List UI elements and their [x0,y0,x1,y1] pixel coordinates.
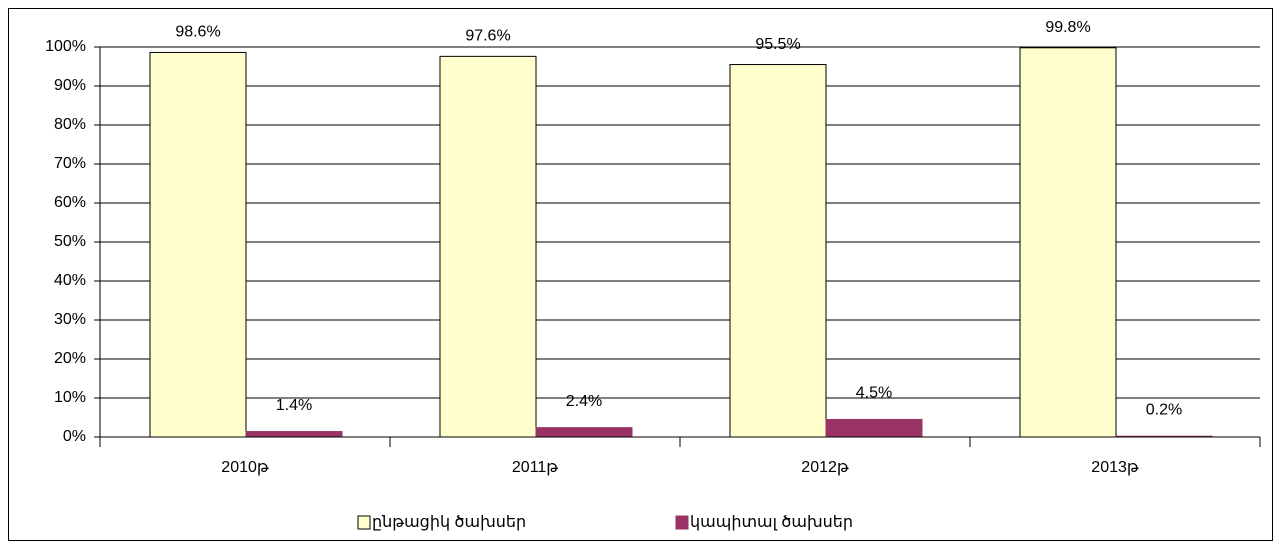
legend-label: ընթացիկ ծախսեր [372,514,526,531]
x-tick-label: 2011թ [512,459,558,476]
y-tick-label: 60% [54,194,86,211]
bar [535,427,633,438]
y-tick-label: 90% [54,77,86,94]
bar [245,431,343,438]
value-label: 99.8% [1045,19,1090,36]
y-tick-label: 40% [54,272,86,289]
x-tick-label: 2012թ [801,459,849,476]
y-tick-label: 80% [54,116,86,133]
x-tick-label: 2010թ [221,459,269,476]
bar [439,55,537,438]
legend-swatch [357,515,371,530]
y-tick-label: 70% [54,155,86,172]
value-label: 98.6% [175,24,220,41]
legend-label: կապիտալ ծախսեր [690,514,853,531]
y-tick-label: 10% [54,389,86,406]
value-label: 0.2% [1146,401,1182,418]
y-tick-label: 100% [45,38,86,55]
value-label: 4.5% [856,385,892,402]
x-tick-label: 2013թ [1091,459,1139,476]
y-tick-label: 30% [54,311,86,328]
bar [825,418,923,438]
value-label: 2.4% [566,393,602,410]
value-label: 97.6% [465,28,510,45]
y-tick-label: 20% [54,350,86,367]
y-tick-label: 0% [63,428,86,445]
y-tick-label: 50% [54,233,86,250]
legend-swatch [675,515,689,530]
value-label: 1.4% [276,397,312,414]
bar [1019,47,1117,438]
bar [729,64,827,438]
bar [149,51,247,438]
value-label: 95.5% [755,36,800,53]
